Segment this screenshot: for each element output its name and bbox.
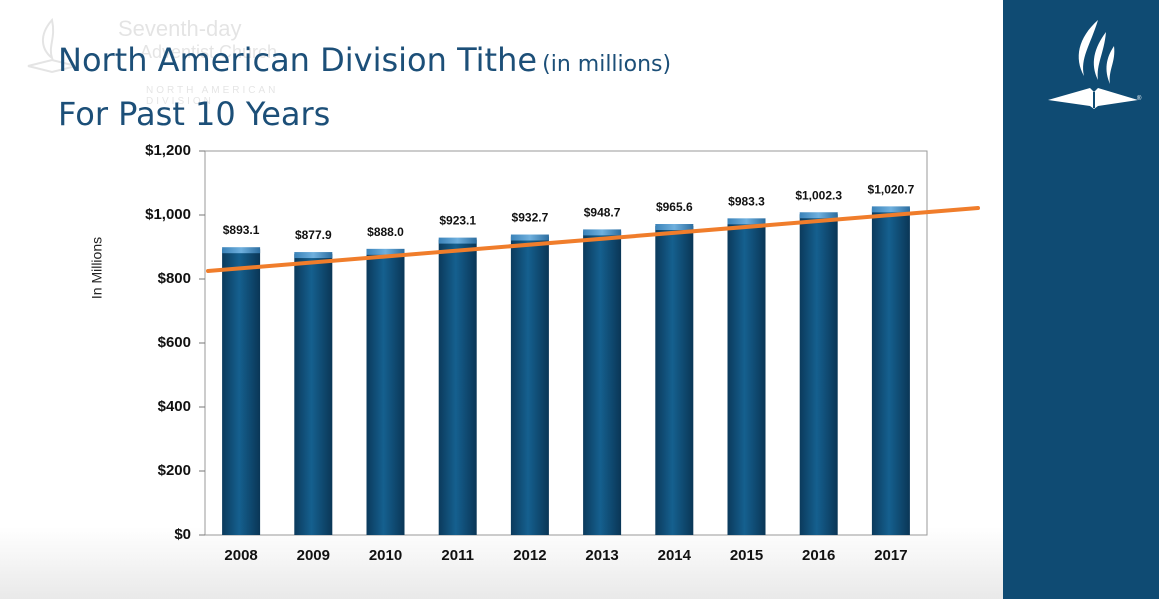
bar-2017 bbox=[871, 208, 910, 535]
bar-cap-2010 bbox=[366, 248, 405, 255]
watermark-flame-icon bbox=[27, 17, 77, 74]
bar-2014 bbox=[655, 226, 694, 535]
y-axis-title: In Millions bbox=[89, 237, 105, 299]
title-line2: For Past 10 Years bbox=[58, 95, 331, 133]
data-label: $1,002.3 bbox=[795, 188, 842, 202]
x-tick-label: 2016 bbox=[802, 547, 835, 564]
y-tick-label: $1,200 bbox=[145, 142, 191, 159]
y-tick-label: $800 bbox=[158, 270, 191, 287]
bar-2010 bbox=[366, 250, 405, 535]
x-tick-label: 2008 bbox=[224, 547, 257, 564]
x-tick-label: 2017 bbox=[874, 547, 907, 564]
x-tick-label: 2014 bbox=[658, 547, 692, 564]
data-label: $983.3 bbox=[728, 194, 765, 208]
bar-cap-2017 bbox=[871, 206, 910, 213]
x-tick-label: 2011 bbox=[441, 547, 474, 564]
bar-cap-2008 bbox=[222, 247, 261, 254]
x-tick-label: 2013 bbox=[585, 547, 618, 564]
watermark-text-line2: Adventist Church bbox=[140, 42, 278, 62]
trend-line bbox=[206, 205, 980, 273]
svg-text:®: ® bbox=[1137, 95, 1142, 102]
y-tick-label: $600 bbox=[158, 334, 191, 351]
bar-cap-2015 bbox=[727, 218, 766, 225]
adventist-flame-bible-icon: ® bbox=[1048, 20, 1142, 109]
bar-cap-2013 bbox=[583, 229, 622, 236]
y-tick-label: $1,000 bbox=[145, 206, 191, 223]
bar-cap-2014 bbox=[655, 224, 694, 231]
data-label: $877.9 bbox=[295, 228, 332, 242]
data-label: $932.7 bbox=[512, 211, 549, 225]
y-tick-label: $0 bbox=[174, 526, 191, 543]
data-label: $965.6 bbox=[656, 200, 693, 214]
data-label: $888.0 bbox=[367, 225, 404, 239]
data-label: $1,020.7 bbox=[868, 182, 915, 196]
title-main: North American Division Tithe bbox=[58, 41, 538, 79]
x-tick-label: 2009 bbox=[297, 547, 330, 564]
slide-title: North American Division Tithe (in millio… bbox=[58, 36, 671, 138]
bar-2011 bbox=[438, 239, 477, 535]
data-label: $893.1 bbox=[223, 223, 260, 237]
y-tick-label: $400 bbox=[158, 398, 191, 415]
bar-2015 bbox=[727, 220, 766, 535]
x-tick-label: 2012 bbox=[513, 547, 546, 564]
x-tick-label: 2015 bbox=[730, 547, 763, 564]
watermark-text-line3: NORTH AMERICAN DIVISION bbox=[146, 85, 279, 107]
data-label: $923.1 bbox=[439, 214, 476, 228]
bar-2013 bbox=[583, 231, 622, 535]
watermark-logo: Seventh-day Adventist Church NORTH AMERI… bbox=[22, 14, 322, 107]
bar-cap-2009 bbox=[294, 252, 333, 259]
bar-cap-2016 bbox=[799, 212, 838, 219]
bar-2008 bbox=[222, 249, 261, 535]
bar-cap-2012 bbox=[510, 234, 549, 241]
x-tick-label: 2010 bbox=[369, 547, 402, 564]
bar-2009 bbox=[294, 254, 333, 535]
watermark-text-line1: Seventh-day bbox=[118, 16, 242, 41]
tithe-bar-chart: In Millions $0 $200 $400 $600 $800 $1,000 $1,2… bbox=[89, 142, 980, 564]
bar-2012 bbox=[510, 236, 549, 535]
y-tick-label: $200 bbox=[158, 462, 191, 479]
bar-cap-2011 bbox=[438, 237, 477, 244]
title-suffix: (in millions) bbox=[542, 52, 672, 77]
bar-2016 bbox=[799, 214, 838, 535]
data-label: $948.7 bbox=[584, 205, 621, 219]
